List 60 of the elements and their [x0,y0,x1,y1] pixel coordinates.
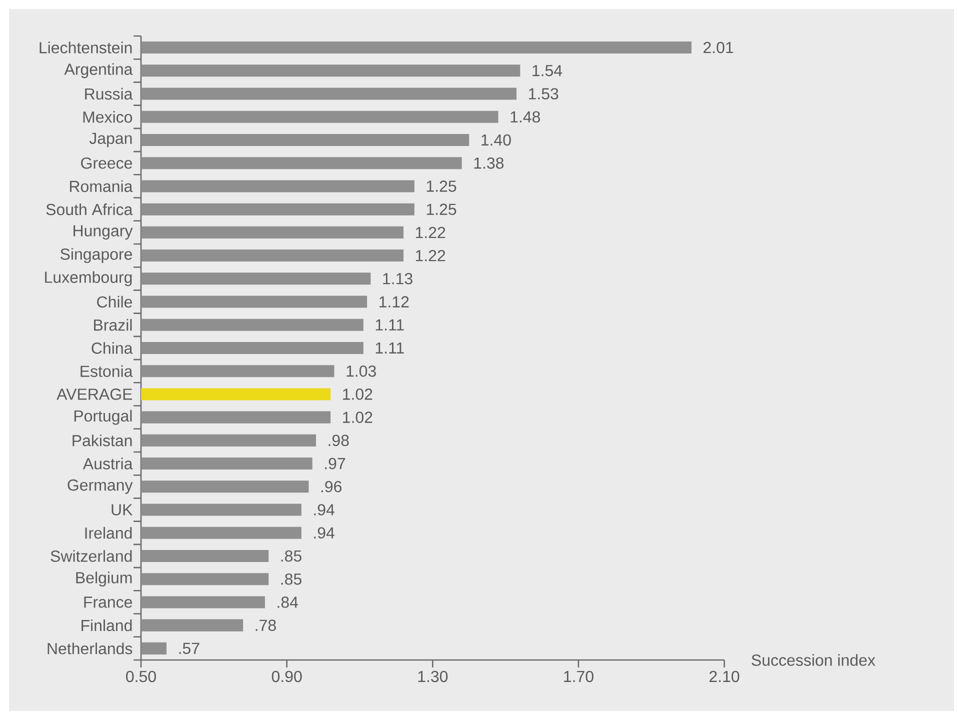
y-tick-label: Greece [81,157,132,169]
data-label: .97 [325,458,346,470]
data-label: .85 [281,550,302,562]
data-label: .96 [321,480,342,492]
data-label: 1.02 [343,388,372,400]
data-label: .57 [179,642,200,654]
y-tick-label: Argentina [64,63,133,78]
y-tick-label: Estonia [80,365,133,377]
y-tick-label: AVERAGE [56,388,132,400]
data-label: 1.11 [376,319,404,330]
data-label: 1.22 [416,226,446,238]
y-tick-label: South Africa [46,203,133,216]
data-label: .94 [314,527,334,539]
data-label: 1.03 [346,365,376,377]
x-tick-label: 2.10 [710,670,740,682]
y-tick-label: Austria [82,458,133,470]
y-tick-label: Japan [89,132,132,148]
data-label: 1.13 [383,272,412,284]
y-tick-label: Luxembourg [45,271,132,286]
y-tick-label: Brazil [94,319,132,331]
y-tick-label: Mexico [83,111,132,123]
data-label: .94 [314,504,334,516]
data-label: .84 [278,596,298,608]
y-tick-label: Romania [70,180,133,192]
y-tick-label: Singapore [60,248,132,264]
y-tick-label: Netherlands [48,642,132,654]
y-tick-label: Germany [68,479,133,494]
y-tick-label: Pakistan [72,434,132,446]
y-tick-label: Finland [82,619,132,632]
y-tick-label: UK [112,504,133,516]
data-label: 1.22 [416,250,446,262]
y-tick-label: Russia [85,88,133,100]
y-tick-label: Chile [97,296,132,308]
y-tick-label: Switzerland [50,550,132,562]
data-label: 1.54 [532,65,562,76]
y-tick-label: Belgium [76,572,132,587]
data-label: 1.53 [528,88,558,100]
data-label: 1.02 [343,412,372,423]
data-label: .85 [281,573,302,585]
x-tick-label: 0.90 [272,670,302,682]
y-tick-label: China [92,342,133,354]
y-tick-label: Ireland [85,527,132,539]
y-tick-label: Hungary [74,225,133,240]
data-label: 1.12 [380,296,409,308]
data-label: .98 [328,434,349,446]
data-label: 1.11 [376,342,404,354]
data-label: 1.48 [510,111,540,123]
x-axis-title: Succession index [752,654,876,666]
data-label: .78 [256,620,276,631]
x-tick-label: 0.50 [126,670,156,682]
data-label: 1.38 [474,157,504,169]
data-label: 1.25 [426,180,456,192]
y-tick-label: Portugal [74,410,132,425]
data-label: 1.40 [482,134,511,146]
y-tick-label: France [84,596,132,608]
x-tick-label: 1.30 [418,670,448,682]
y-tick-label: Liechtenstein [40,42,132,54]
data-label: 2.01 [704,42,734,54]
x-tick-label: 1.70 [564,670,594,682]
data-label: 1.25 [426,204,456,215]
